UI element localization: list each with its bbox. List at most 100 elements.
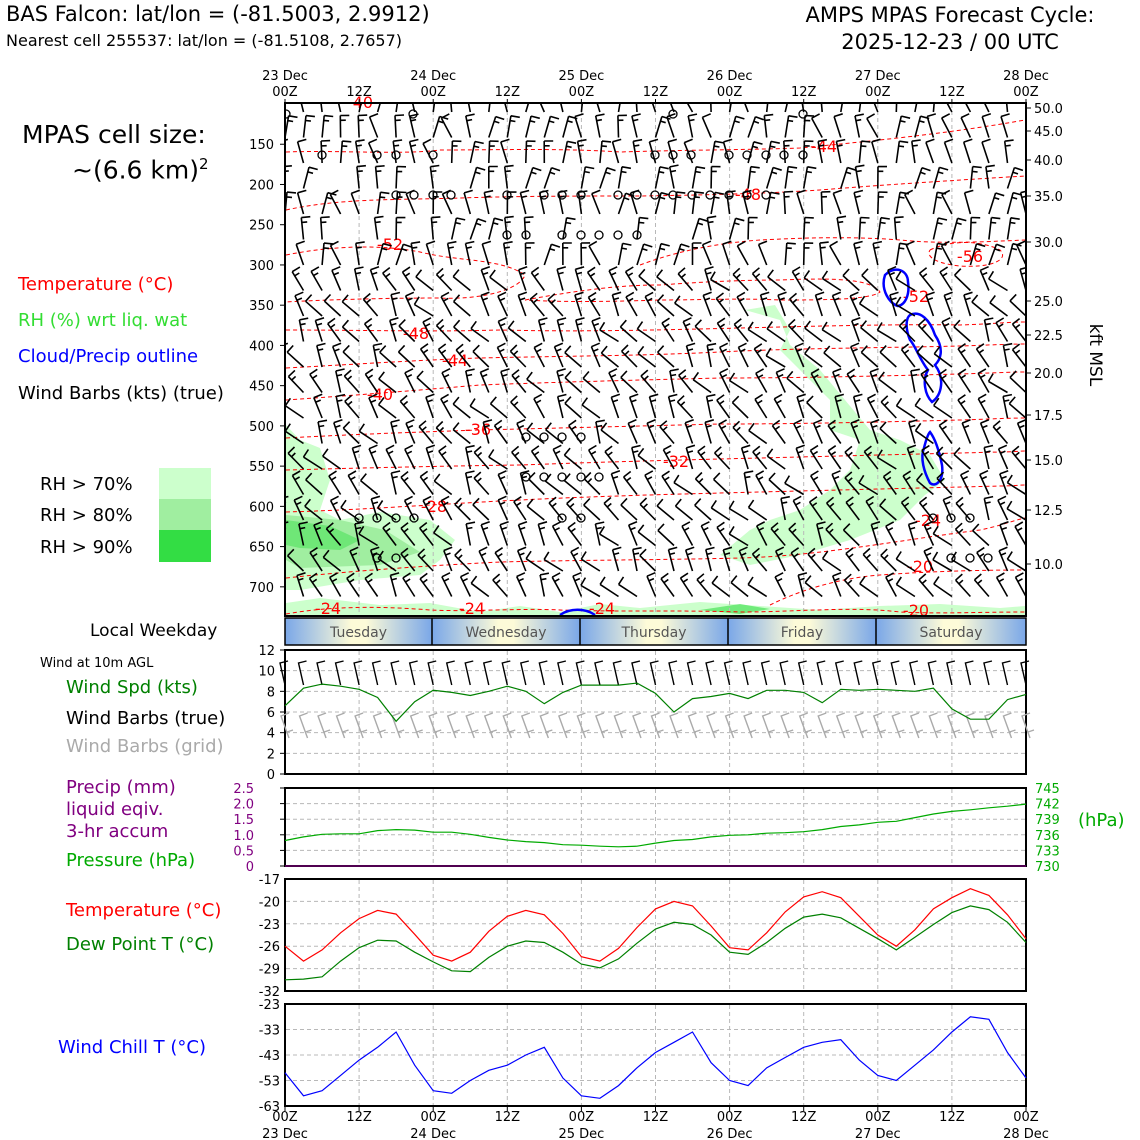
wind-barb: [747, 499, 768, 521]
calm-circle: [650, 190, 660, 200]
wind-barb: [351, 444, 362, 470]
wind-barb: [701, 113, 712, 138]
wind-barb: [802, 166, 817, 189]
wind-barb: [358, 525, 379, 547]
surface-barb-true: [909, 660, 919, 686]
wind-barb: [1000, 113, 1010, 138]
wind-barb: [825, 496, 842, 521]
legend-temperature: Temperature (°C): [18, 274, 174, 295]
wind-barb: [454, 548, 471, 572]
wind-barb: [395, 243, 413, 266]
wind-barb: [975, 343, 990, 368]
wind-barb: [580, 166, 595, 189]
temperature-contour-label: -20: [903, 601, 929, 620]
wind-barb: [759, 291, 770, 317]
wind-barb: [817, 138, 828, 164]
wind-barb: [1011, 343, 1025, 368]
wind-barb: [296, 572, 306, 597]
wind-barb: [560, 104, 564, 113]
wind-barb: [362, 292, 379, 317]
wind-barb: [940, 240, 953, 266]
wind-barb: [871, 138, 881, 164]
surface-barb-grid: [557, 712, 572, 739]
wind-barb: [349, 546, 360, 572]
surface-barb-true: [538, 660, 548, 686]
wind-barb: [921, 444, 935, 470]
wind-barb: [419, 343, 434, 368]
wind-barb: [639, 548, 657, 572]
surface-barb-grid: [317, 712, 331, 739]
wind-barb: [831, 470, 842, 495]
wind-barb: [836, 215, 847, 240]
wind-10m-label: Wind at 10m AGL: [40, 656, 154, 671]
wind-barb: [732, 267, 749, 292]
wind-barb: [740, 444, 751, 470]
wind-barb: [321, 242, 334, 266]
calm-circle: [668, 150, 678, 160]
cell-size-superscript: 2: [199, 155, 209, 173]
wind-barb: [736, 291, 749, 317]
wind-barb: [539, 572, 550, 597]
wind-barb: [302, 166, 318, 189]
calm-circle: [687, 190, 697, 200]
wind-barb: [674, 295, 693, 317]
wind-barb: [858, 104, 862, 113]
wind-barb: [526, 371, 545, 394]
wind-barb: [608, 368, 620, 393]
wind-barb: [1016, 240, 1025, 265]
wind-barb: [738, 546, 749, 572]
pressure-tick-label: 739: [1035, 813, 1060, 828]
bottom-date-label: 26 Dec: [707, 1127, 753, 1140]
wind-barb: [286, 344, 305, 368]
wind-barb: [377, 397, 397, 419]
wind-barb: [617, 104, 621, 113]
wind-barb: [496, 342, 509, 368]
wind-barb: [337, 104, 342, 113]
legend-cloud: Cloud/Precip outline: [18, 346, 199, 367]
wind-barb: [753, 343, 768, 368]
wind-barb: [413, 296, 434, 317]
height-tick-label: 12.5: [1034, 504, 1063, 519]
wind-barb: [787, 318, 805, 343]
calm-circle: [557, 432, 567, 442]
wind-barb: [773, 393, 786, 419]
wind-barb: [472, 497, 490, 521]
top-hour-label: 00Z: [717, 85, 743, 100]
calm-circle: [668, 190, 678, 200]
wind-barb: [1008, 396, 1025, 419]
surface-barb-grid: [817, 712, 831, 739]
wind-barb: [482, 419, 493, 444]
rh-region-6: [700, 604, 770, 614]
surface-barb-grid: [409, 712, 423, 739]
wind-barb: [481, 240, 492, 266]
windchill-line: [284, 1016, 1027, 1099]
wind-barb: [450, 140, 462, 164]
wind-barb: [814, 291, 825, 317]
temperature-panel: -32 -29 -26 -23 -20 -17: [259, 873, 1027, 1000]
wind-barb: [809, 444, 823, 470]
wind-barb: [341, 294, 360, 317]
calm-circle: [686, 150, 696, 160]
surface-barb-true: [834, 660, 844, 686]
wind-barb: [455, 343, 471, 368]
wind-barb: [433, 473, 453, 496]
surface-barb-grid: [854, 712, 868, 739]
wind-barb: [705, 546, 715, 572]
wind-barb: [459, 572, 472, 597]
temperature-contour-label: -48: [735, 185, 761, 204]
wind-barb: [368, 393, 379, 419]
calm-circle: [946, 553, 956, 563]
wind-barb: [820, 104, 823, 113]
wind-barb: [987, 373, 1008, 394]
wind-barb: [969, 216, 981, 240]
wind-barb: [918, 267, 935, 292]
wind-barb: [323, 293, 342, 317]
surface-barb-true: [390, 660, 400, 686]
temperature-contour-label: -20: [907, 557, 933, 576]
wind-barb: [305, 294, 323, 317]
wind-barb: [804, 575, 823, 598]
pressure-tick-label: 733: [1035, 844, 1060, 859]
wind-barb: [728, 372, 749, 394]
surface-barb-grid: [576, 712, 590, 739]
wind-barb: [728, 115, 745, 138]
